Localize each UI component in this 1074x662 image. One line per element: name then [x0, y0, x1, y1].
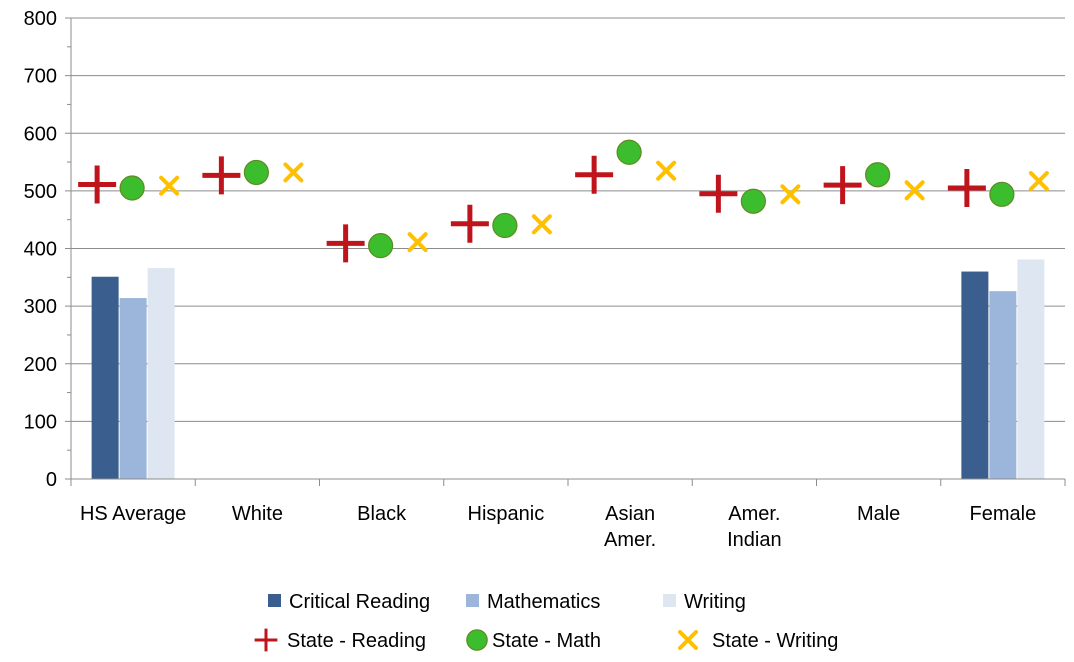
- marker-point: [780, 184, 801, 205]
- marker-point: [119, 175, 145, 201]
- y-tick-label: 700: [24, 66, 57, 88]
- legend-label: Critical Reading: [289, 591, 430, 613]
- marker-marks: [78, 139, 1049, 263]
- legend-marker: [678, 630, 698, 650]
- marker-point: [283, 162, 304, 183]
- bar: [1017, 259, 1045, 479]
- legend-swatch: [466, 594, 479, 607]
- y-tick-label: 200: [24, 354, 57, 376]
- tick-labels: 0 100 200 300 400 500 600 700 800 HS Average White…: [24, 8, 1037, 551]
- y-tick-label: 600: [24, 123, 57, 145]
- marker-point: [865, 162, 891, 188]
- x-tick-label: HS Average: [80, 503, 186, 525]
- marker-point: [699, 174, 738, 213]
- marker-point: [531, 214, 552, 235]
- bar: [119, 298, 147, 479]
- marker-point: [947, 168, 986, 207]
- legend-label: Mathematics: [487, 591, 600, 613]
- marker-point: [1028, 171, 1049, 192]
- legend-label: Writing: [684, 591, 746, 613]
- y-tick-label: 400: [24, 239, 57, 261]
- marker-point: [656, 160, 677, 181]
- marker-point: [78, 165, 117, 204]
- legend-label: State - Math: [492, 630, 601, 652]
- legend-marker: [254, 628, 278, 652]
- marker-point: [740, 188, 766, 214]
- x-tick-label: Amer.: [728, 503, 780, 525]
- y-tick-label: 500: [24, 181, 57, 203]
- marker-point: [202, 156, 241, 195]
- marker-point: [904, 180, 925, 201]
- marker-point: [450, 204, 489, 243]
- marker-point: [407, 232, 428, 253]
- gridlines: [71, 17, 1065, 422]
- legend-label: State - Writing: [712, 630, 838, 652]
- marker-point: [326, 224, 365, 263]
- marker-point: [616, 139, 642, 165]
- axes: [65, 17, 1066, 486]
- x-tick-label: Indian: [727, 529, 782, 551]
- bar: [147, 268, 175, 479]
- marker-point: [823, 166, 862, 205]
- bar: [989, 291, 1017, 479]
- legend: Critical Reading Mathematics Writing State …: [254, 591, 838, 652]
- marker-point: [989, 181, 1015, 207]
- marker-point: [243, 159, 269, 186]
- y-tick-label: 800: [24, 8, 57, 30]
- marker-point: [159, 175, 180, 196]
- bar: [91, 276, 119, 479]
- bar-marks: [91, 259, 1045, 479]
- x-tick-label: Amer.: [604, 529, 656, 551]
- y-tick-label: 0: [46, 469, 57, 491]
- bar: [961, 271, 989, 479]
- x-tick-label: Black: [357, 503, 407, 525]
- legend-swatch: [663, 594, 676, 607]
- legend-marker: [466, 629, 488, 651]
- marker-point: [492, 212, 518, 239]
- x-tick-label: Female: [970, 503, 1037, 525]
- legend-label: State - Reading: [287, 630, 426, 652]
- marker-point: [368, 233, 394, 259]
- y-tick-label: 300: [24, 296, 57, 318]
- x-tick-label: Hispanic: [468, 503, 545, 525]
- y-tick-label: 100: [24, 411, 57, 433]
- x-tick-label: White: [232, 503, 283, 525]
- legend-swatch: [268, 594, 281, 607]
- x-tick-label: Male: [857, 503, 900, 525]
- x-tick-label: Asian: [605, 503, 655, 525]
- marker-point: [575, 155, 614, 194]
